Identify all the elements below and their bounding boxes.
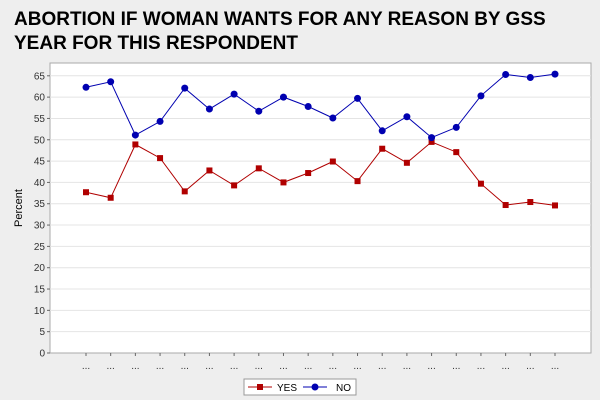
x-tick-label: ... xyxy=(279,361,287,372)
y-tick-label: 65 xyxy=(34,71,46,82)
y-tick-label: 5 xyxy=(39,327,45,338)
data-point-yes xyxy=(502,202,509,209)
y-axis-ticks: 0 5 10 15 20 25 30 35 40 45 50 55 60 65 xyxy=(34,71,50,360)
data-point-no xyxy=(354,94,362,102)
data-point-yes xyxy=(552,202,558,209)
data-point-yes xyxy=(428,138,435,145)
x-tick-label: ... xyxy=(526,361,534,372)
y-tick-label: 55 xyxy=(34,114,46,125)
y-tick-label: 50 xyxy=(34,135,46,146)
x-tick-label: ... xyxy=(329,361,337,372)
x-tick-label: ... xyxy=(255,361,263,372)
data-point-yes xyxy=(280,179,287,186)
data-point-yes xyxy=(379,145,386,152)
data-point-no xyxy=(378,127,386,135)
y-tick-label: 60 xyxy=(34,93,46,104)
x-tick-label: ... xyxy=(304,361,312,372)
x-tick-label: ... xyxy=(131,361,139,372)
y-tick-label: 15 xyxy=(34,285,46,296)
data-point-no xyxy=(230,90,238,98)
grid-lines xyxy=(50,75,591,333)
x-tick-label: ... xyxy=(477,361,485,372)
data-point-no xyxy=(205,105,213,113)
data-point-yes xyxy=(206,167,213,174)
data-point-no xyxy=(82,83,90,91)
x-tick-label: ... xyxy=(378,361,386,372)
plot-area xyxy=(49,62,592,354)
data-point-yes xyxy=(157,155,164,162)
data-point-no xyxy=(156,117,164,125)
data-point-no xyxy=(403,113,411,121)
data-point-no xyxy=(502,71,510,79)
series-line-no xyxy=(85,73,556,139)
data-point-yes xyxy=(329,158,336,165)
series-yes xyxy=(83,138,558,209)
data-point-no xyxy=(304,103,312,110)
data-point-yes xyxy=(305,170,312,177)
data-point-yes xyxy=(181,188,188,195)
data-point-no xyxy=(428,134,436,142)
data-point-no xyxy=(255,107,263,115)
data-point-yes xyxy=(527,199,534,206)
data-point-yes xyxy=(231,182,238,189)
data-point-yes xyxy=(132,141,139,148)
data-point-no xyxy=(452,123,460,131)
y-tick-label: 30 xyxy=(34,221,46,232)
x-tick-label: ... xyxy=(107,361,115,372)
legend-no-label: NO xyxy=(336,383,351,394)
legend-yes-marker xyxy=(257,384,263,390)
data-point-no xyxy=(477,92,485,100)
y-tick-label: 25 xyxy=(34,242,46,253)
legend: YES NO xyxy=(243,378,357,396)
data-point-yes xyxy=(107,194,114,201)
y-tick-label: 35 xyxy=(34,199,46,210)
y-tick-label: 0 xyxy=(39,349,45,360)
y-tick-label: 40 xyxy=(34,178,46,189)
series-line-yes xyxy=(85,141,556,206)
x-tick-label: ... xyxy=(82,361,90,372)
x-tick-label: ... xyxy=(452,361,460,372)
x-tick-label: ... xyxy=(501,361,509,372)
y-tick-label: 45 xyxy=(34,157,46,168)
data-point-yes xyxy=(453,149,460,156)
data-point-yes xyxy=(477,180,484,187)
x-tick-label: ... xyxy=(551,361,559,372)
chart-title: ABORTION IF WOMAN WANTS FOR ANY REASON B… xyxy=(14,9,546,54)
x-axis-ticks: ........................................… xyxy=(82,353,559,372)
data-point-no xyxy=(107,78,115,86)
data-point-no xyxy=(181,84,189,92)
data-point-no xyxy=(329,114,337,122)
legend-no-marker xyxy=(311,383,319,391)
legend-yes-label: YES xyxy=(277,383,297,394)
x-tick-label: ... xyxy=(181,361,189,372)
series-no xyxy=(82,70,559,142)
data-point-yes xyxy=(255,165,262,172)
x-tick-label: ... xyxy=(230,361,238,372)
data-point-no xyxy=(551,70,559,78)
data-point-yes xyxy=(83,189,89,196)
data-point-no xyxy=(526,74,534,81)
legend-box xyxy=(243,378,357,396)
data-point-no xyxy=(279,93,287,101)
series-layer xyxy=(82,70,559,209)
x-tick-label: ... xyxy=(205,361,213,372)
y-tick-label: 10 xyxy=(34,306,46,317)
x-tick-label: ... xyxy=(403,361,411,372)
y-tick-label: 20 xyxy=(34,263,46,274)
data-point-no xyxy=(131,131,139,139)
data-point-yes xyxy=(403,159,410,166)
x-tick-label: ... xyxy=(427,361,435,372)
data-point-yes xyxy=(354,178,361,185)
y-axis-title: Percent xyxy=(13,189,25,227)
x-tick-label: ... xyxy=(156,361,164,372)
x-tick-label: ... xyxy=(353,361,361,372)
